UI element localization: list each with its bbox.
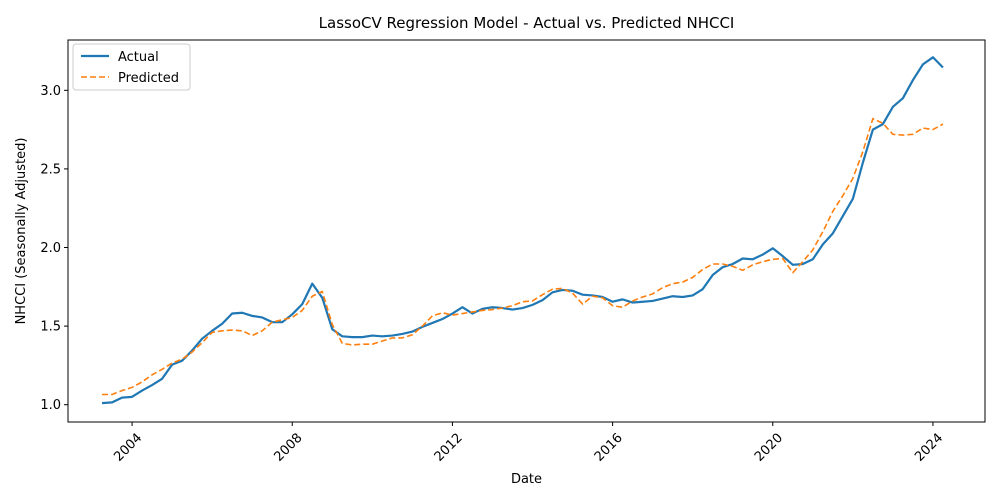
y-tick-label: 2.5 <box>40 162 61 177</box>
y-tick-label: 1.5 <box>40 320 61 335</box>
data-lines <box>101 56 944 405</box>
y-tick-label: 3.0 <box>40 84 61 99</box>
legend: Actual Predicted <box>72 43 191 91</box>
x-axis-label: Date <box>511 472 542 487</box>
series-line-actual <box>101 56 944 405</box>
chart-title: LassoCV Regression Model - Actual vs. Pr… <box>319 14 735 32</box>
axes-frame <box>67 39 986 423</box>
y-axis-label: NHCCI (Seasonally Adjusted) <box>14 138 29 325</box>
y-axis: 1.0 1.5 2.0 2.5 3.0 <box>40 84 68 413</box>
legend-label-predicted: Predicted <box>118 71 179 86</box>
y-tick-label: 1.0 <box>40 398 61 413</box>
legend-label-actual: Actual <box>118 50 159 65</box>
y-tick-label: 2.0 <box>40 241 61 256</box>
